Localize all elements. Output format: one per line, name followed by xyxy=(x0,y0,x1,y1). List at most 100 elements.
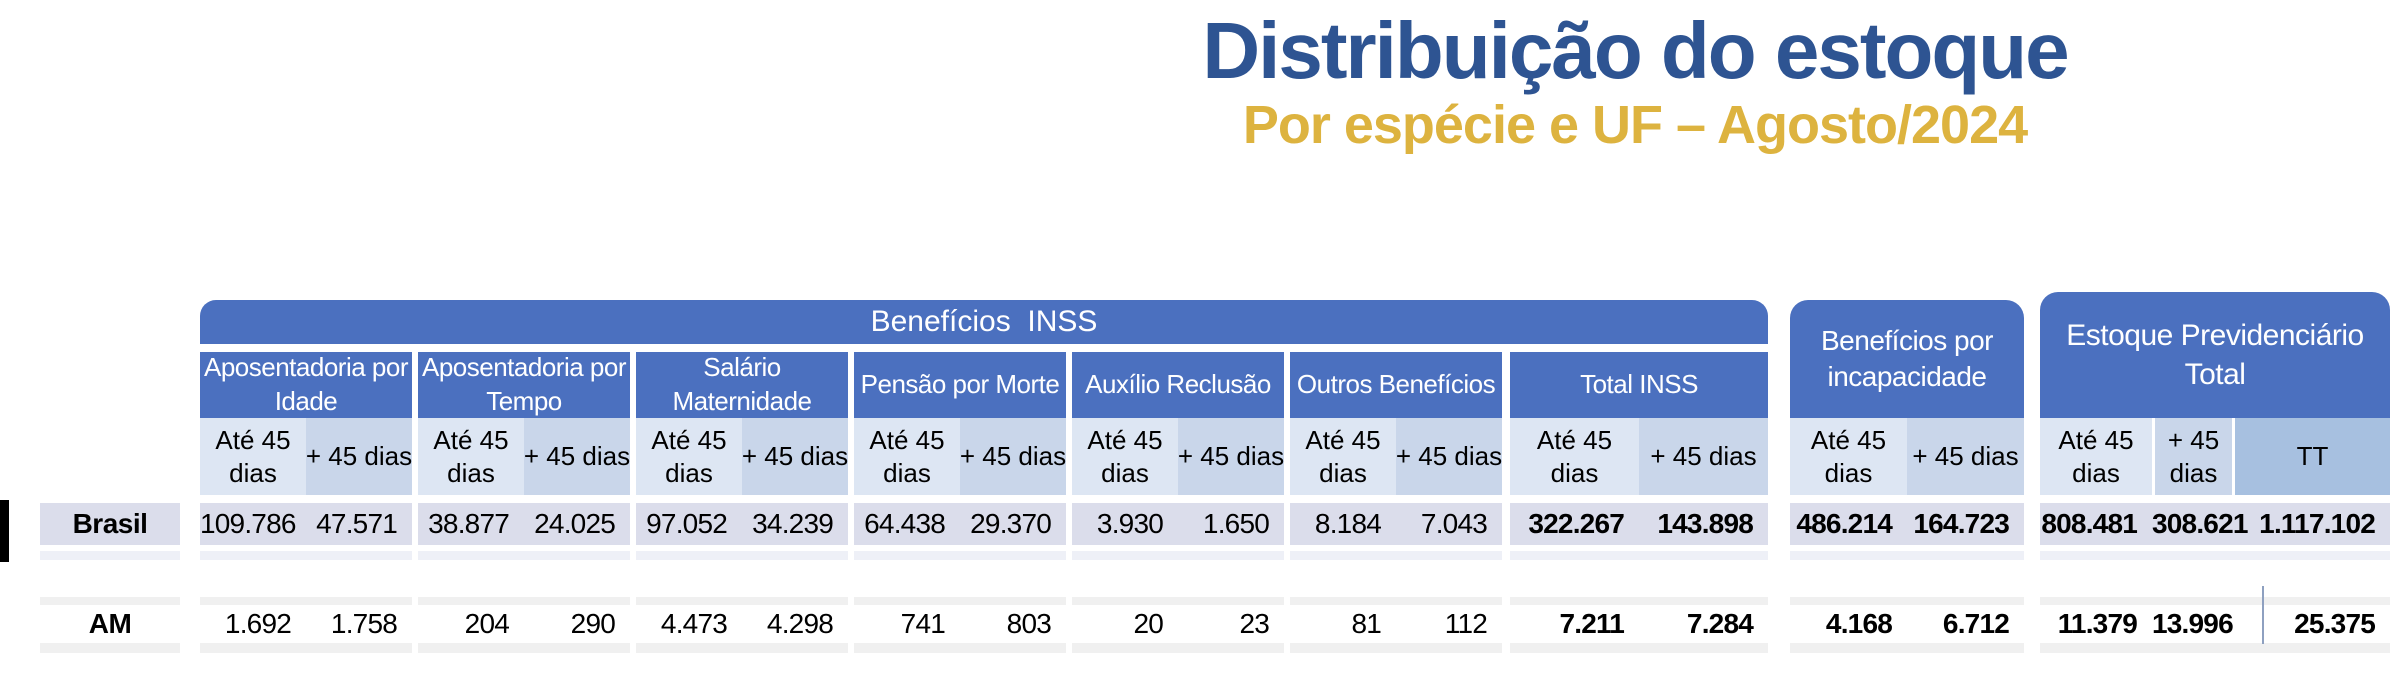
table-row-am-auxilio-reclusao: 20 23 xyxy=(1072,605,1284,643)
cell-value: 13.996 xyxy=(2152,608,2234,639)
col-header-ate45: Até 45 dias xyxy=(2040,418,2152,495)
cell-value: 20 xyxy=(1133,608,1163,639)
group-header-pensao-morte: Pensão por Morte xyxy=(854,352,1066,418)
partial-row-band xyxy=(636,643,848,653)
subheader-salario-maternidade: Até 45 dias + 45 dias xyxy=(636,418,848,495)
partial-row-band xyxy=(40,597,180,605)
cell-value: 47.571 xyxy=(316,508,398,539)
partial-row-band xyxy=(418,643,630,653)
table-row-brasil-aposentadoria-tempo: 38.877 24.025 xyxy=(418,503,630,545)
table-row-am-salario-maternidade: 4.473 4.298 xyxy=(636,605,848,643)
partial-row-band xyxy=(636,551,848,560)
col-header-ate45: Até 45 dias xyxy=(418,418,524,495)
col-header-ate45: Até 45 dias xyxy=(1290,418,1396,495)
group-header-total-inss: Total INSS xyxy=(1510,352,1768,418)
col-header-mais45: + 45 dias xyxy=(1178,418,1284,495)
cell-value: 7.284 xyxy=(1686,608,1754,639)
cell-value: 741 xyxy=(900,608,946,639)
cell-value: 803 xyxy=(1006,608,1052,639)
col-header-mais45: + 45 dias xyxy=(524,418,630,495)
col-header-mais45: + 45 dias xyxy=(306,418,412,495)
partial-row-band xyxy=(418,597,630,605)
cell-value: 6.712 xyxy=(1942,608,2010,639)
cell-value: 11.379 xyxy=(2057,608,2138,639)
cell-value: 23 xyxy=(1239,608,1269,639)
partial-row-band xyxy=(1072,597,1284,605)
beneficios-inss-banner: Benefícios INSS xyxy=(200,300,1768,344)
cell-value: 8.184 xyxy=(1314,508,1382,539)
col-header-mais45: + 45 dias xyxy=(1396,418,1502,495)
cell-value: 4.473 xyxy=(660,608,728,639)
partial-row-band xyxy=(200,597,412,605)
col-header-tt: TT xyxy=(2232,418,2390,495)
cell-value: 1.758 xyxy=(330,608,398,639)
title-block: Distribuição do estoque Por espécie e UF… xyxy=(1060,6,2210,155)
table-row-brasil-estoque-previdenciario: 808.481 308.621 1.117.102 xyxy=(2040,503,2390,545)
group-header-aposentadoria-tempo: Aposentadoria por Tempo xyxy=(418,352,630,418)
cell-value: 1.692 xyxy=(224,608,292,639)
partial-row-band xyxy=(2040,643,2390,653)
subheader-total-inss: Até 45 dias + 45 dias xyxy=(1510,418,1768,495)
partial-row-band xyxy=(1510,597,1768,605)
col-header-ate45: Até 45 dias xyxy=(636,418,742,495)
cell-value: 1.650 xyxy=(1202,508,1270,539)
col-header-mais45: + 45 dias xyxy=(960,418,1066,495)
row-label: AM xyxy=(88,608,132,639)
col-header-ate45: Até 45 dias xyxy=(1072,418,1178,495)
row-label: Brasil xyxy=(72,508,148,539)
partial-row-band xyxy=(636,597,848,605)
table-row-am-aposentadoria-idade: 1.692 1.758 xyxy=(200,605,412,643)
partial-row-band xyxy=(1290,597,1502,605)
col-header-ate45: Até 45 dias xyxy=(1510,418,1639,495)
partial-row-band xyxy=(1790,643,2024,653)
table-row-am-aposentadoria-tempo: 204 290 xyxy=(418,605,630,643)
table-row-brasil-beneficios-incapacidade: 486.214 164.723 xyxy=(1790,503,2024,545)
cell-value: 3.930 xyxy=(1096,508,1164,539)
cell-value: 38.877 xyxy=(428,508,510,539)
page-subtitle: Por espécie e UF – Agosto/2024 xyxy=(1242,94,2028,155)
cell-value: 7.211 xyxy=(1559,608,1624,639)
col-header-ate45: Até 45 dias xyxy=(1790,418,1907,495)
left-edge-bar xyxy=(0,500,9,562)
group-header-beneficios-incapacidade: Benefícios por incapacidade xyxy=(1790,300,2024,418)
table-row-am-total-inss: 7.211 7.284 xyxy=(1510,605,1768,643)
table-row-am-outros-beneficios: 81 112 xyxy=(1290,605,1502,643)
group-header-estoque-previdenciario-total: Estoque Previdenciário Total xyxy=(2040,292,2390,418)
cell-value: 308.621 xyxy=(2152,508,2248,539)
partial-row-band xyxy=(854,643,1066,653)
cell-value: 29.370 xyxy=(970,508,1052,539)
partial-row-band xyxy=(1790,597,2024,605)
cell-value: 34.239 xyxy=(752,508,834,539)
partial-row-band xyxy=(40,643,180,653)
partial-row-band xyxy=(1072,551,1284,560)
cell-value: 4.298 xyxy=(766,608,834,639)
group-header-salario-maternidade: Salário Maternidade xyxy=(636,352,848,418)
group-header-outros-beneficios: Outros Benefícios xyxy=(1290,352,1502,418)
table-row-brasil-aposentadoria-idade: 109.786 47.571 xyxy=(200,503,412,545)
cell-value: 7.043 xyxy=(1420,508,1488,539)
cell-value: 322.267 xyxy=(1528,508,1624,539)
partial-row-band xyxy=(200,551,412,560)
table-row-brasil-total-inss: 322.267 143.898 xyxy=(1510,503,1768,545)
col-header-mais45: + 45 dias xyxy=(1639,418,1768,495)
partial-row-band xyxy=(2040,551,2390,560)
subheader-outros-beneficios: Até 45 dias + 45 dias xyxy=(1290,418,1502,495)
col-header-mais45: + 45 dias xyxy=(1907,418,2024,495)
table-row-am-estoque-previdenciario: 11.379 13.996 25.375 xyxy=(2040,605,2390,643)
partial-row-band xyxy=(854,597,1066,605)
partial-row-band xyxy=(1290,551,1502,560)
subheader-auxilio-reclusao: Até 45 dias + 45 dias xyxy=(1072,418,1284,495)
table-row-am-pensao-morte: 741 803 xyxy=(854,605,1066,643)
cell-value: 4.168 xyxy=(1825,608,1893,639)
cell-value: 112 xyxy=(1444,608,1488,639)
subheader-pensao-morte: Até 45 dias + 45 dias xyxy=(854,418,1066,495)
partial-row-band xyxy=(1790,551,2024,560)
cell-value: 81 xyxy=(1351,608,1381,639)
col-header-ate45: Até 45 dias xyxy=(200,418,306,495)
row-label-cell-am: AM xyxy=(40,605,180,643)
partial-row-band xyxy=(418,551,630,560)
cell-value: 164.723 xyxy=(1913,508,2009,539)
group-header-auxilio-reclusao: Auxílio Reclusão xyxy=(1072,352,1284,418)
partial-row-band xyxy=(2040,597,2390,605)
